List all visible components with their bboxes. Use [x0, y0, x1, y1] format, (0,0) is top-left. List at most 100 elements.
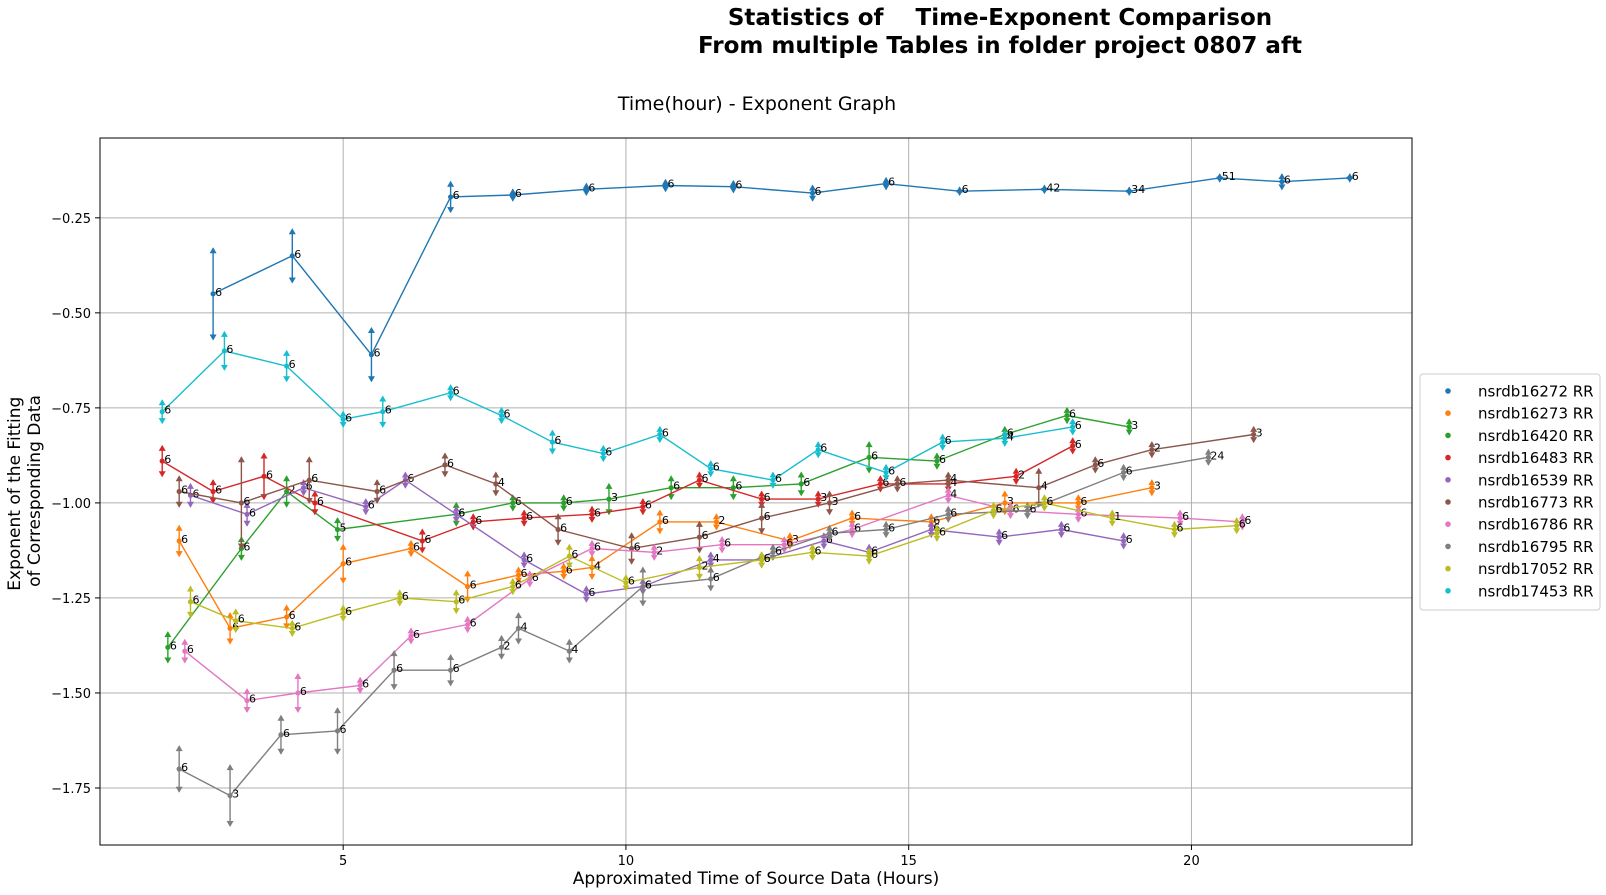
error-arrow-up: [639, 498, 647, 505]
error-arrow-down: [362, 509, 370, 516]
data-point: [210, 488, 216, 495]
data-label: 6: [458, 506, 465, 519]
error-arrow-down: [1074, 516, 1082, 523]
legend-entry: nsrdb16795 RR: [1478, 538, 1594, 556]
error-arrow-up: [1074, 494, 1082, 501]
data-label: 6: [532, 571, 539, 584]
data-label: 6: [283, 727, 290, 740]
data-label: 6: [701, 472, 708, 485]
error-arrow-up: [582, 585, 590, 592]
error-arrow-up: [283, 604, 291, 611]
data-label: 6: [226, 343, 233, 356]
error-arrow-down: [300, 490, 308, 497]
data-label: 3: [832, 495, 839, 508]
data-label: 6: [215, 484, 222, 497]
series-line: [212, 177, 1350, 356]
error-arrow-up: [243, 688, 251, 695]
data-point: [894, 481, 900, 487]
data-label: 6: [634, 541, 641, 554]
data-point: [289, 253, 295, 259]
error-arrow-up: [656, 509, 664, 516]
data-point: [510, 500, 516, 506]
data-label: 6: [962, 183, 969, 196]
error-arrow-down: [209, 334, 217, 341]
error-arrow-down: [181, 657, 189, 664]
error-arrow-up: [848, 509, 856, 516]
data-label: 6: [243, 495, 250, 508]
data-point: [521, 515, 527, 521]
data-point: [340, 416, 346, 422]
error-arrow-down: [232, 627, 240, 634]
data-point: [787, 538, 793, 544]
data-label: 6: [950, 506, 957, 519]
error-arrow-down: [1125, 429, 1133, 436]
data-label: 6: [645, 579, 652, 592]
error-arrow-up: [1069, 437, 1077, 444]
error-arrow-up: [441, 452, 449, 459]
data-point: [515, 572, 522, 578]
y-tick-label: −1.25: [51, 592, 91, 607]
error-arrow-down: [492, 490, 500, 497]
error-arrow-up: [232, 608, 240, 615]
error-arrow-down: [158, 418, 166, 425]
error-arrow-down: [560, 505, 568, 512]
error-arrow-down: [662, 186, 670, 193]
data-label: 6: [673, 480, 680, 493]
error-arrow-down: [283, 501, 291, 508]
error-arrow-up: [560, 494, 568, 501]
data-label: 6: [588, 181, 595, 194]
data-label: 6: [1012, 503, 1019, 516]
error-arrow-down: [599, 456, 607, 463]
error-arrow-up: [848, 520, 856, 527]
error-arrow-down: [826, 535, 834, 542]
data-point: [312, 500, 318, 506]
error-arrow-down: [283, 376, 291, 383]
data-point: [1041, 186, 1048, 192]
data-point: [165, 644, 171, 650]
error-arrow-up: [390, 650, 398, 657]
error-arrow-up: [294, 672, 302, 679]
data-point: [555, 526, 561, 533]
data-label: 6: [475, 514, 482, 527]
data-point: [244, 697, 250, 704]
data-label: 42: [1046, 181, 1060, 194]
error-arrow-up: [509, 188, 517, 195]
error-arrow-up: [498, 634, 506, 641]
series-line: [167, 414, 1130, 648]
data-label: 6: [871, 544, 878, 557]
error-arrow-down: [939, 444, 947, 451]
data-point: [1002, 500, 1008, 506]
error-arrow-down: [729, 494, 737, 501]
data-point: [442, 462, 448, 468]
error-arrow-down: [498, 653, 506, 660]
data-label: 6: [289, 609, 296, 622]
data-point: [397, 595, 403, 601]
data-point: [1177, 515, 1183, 521]
data-point: [340, 561, 346, 567]
grid-lines: [100, 138, 1412, 845]
data-point: [159, 458, 165, 464]
error-arrow-down: [1176, 520, 1184, 527]
data-label: 6: [520, 567, 527, 580]
data-point: [883, 469, 889, 476]
data-label: 6: [713, 571, 720, 584]
error-arrow-up: [452, 505, 460, 512]
error-arrow-down: [695, 573, 703, 580]
error-arrow-down: [820, 543, 828, 550]
data-label: 3: [1131, 419, 1138, 432]
error-arrow-down: [283, 623, 291, 630]
error-arrow-up: [758, 490, 766, 497]
error-arrow-up: [650, 543, 658, 550]
error-arrow-up: [565, 543, 573, 550]
error-arrow-up: [1204, 448, 1212, 455]
data-label: 6: [713, 461, 720, 474]
data-point: [606, 496, 612, 502]
data-point: [1171, 526, 1178, 533]
data-label: 6: [571, 548, 578, 561]
data-point: [566, 648, 572, 654]
error-arrow-down: [498, 418, 506, 425]
error-arrow-up: [283, 349, 291, 356]
data-point: [464, 583, 471, 590]
error-arrow-down: [1204, 459, 1212, 466]
data-label: 4: [520, 620, 527, 633]
